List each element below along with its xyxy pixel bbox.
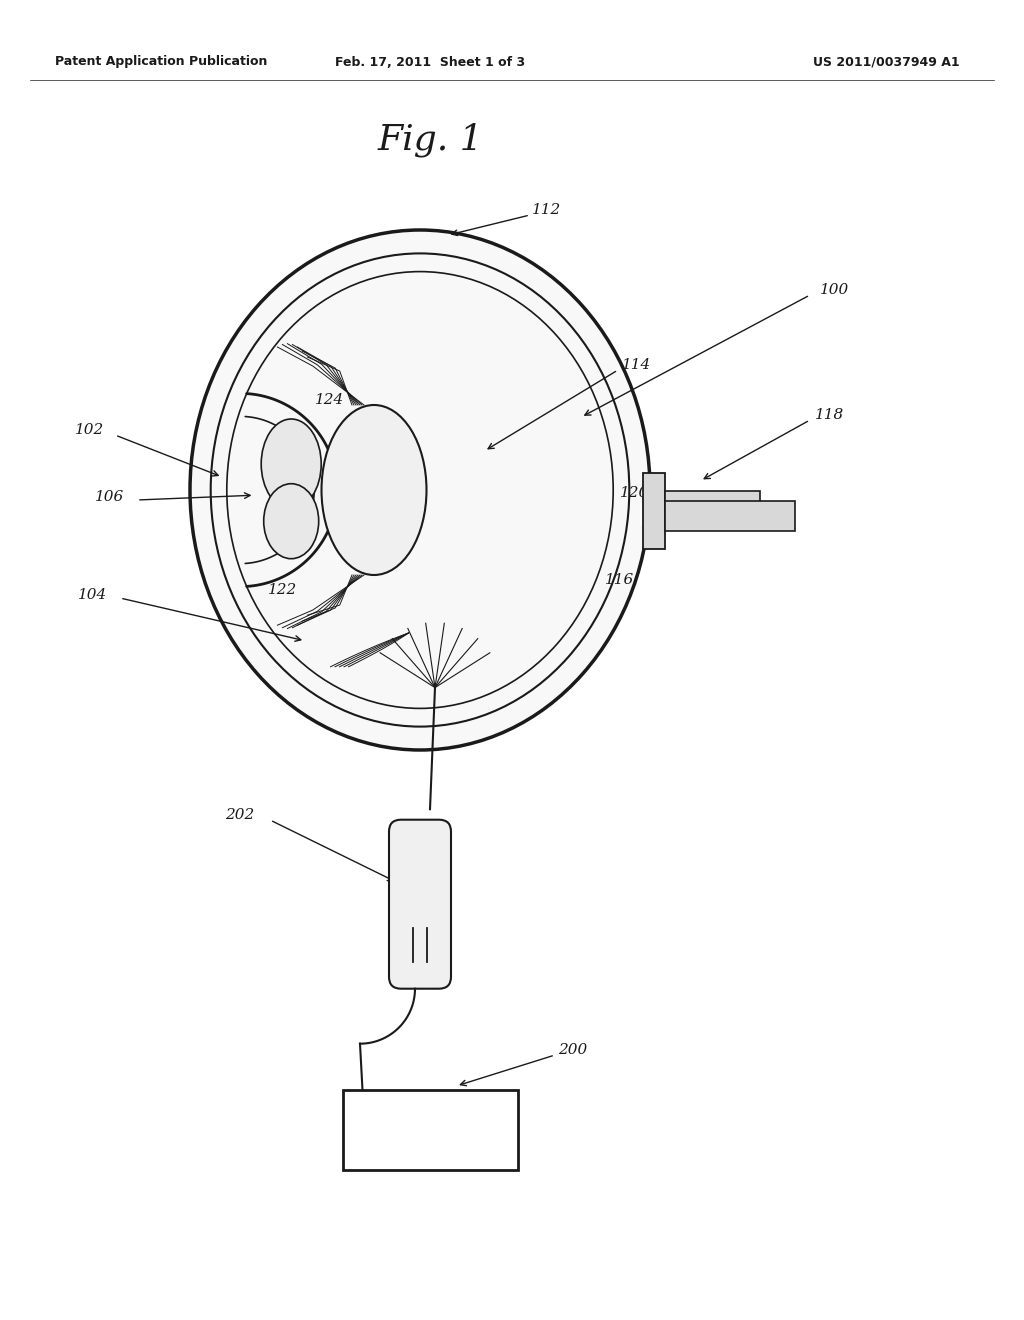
Text: 200: 200 (558, 1043, 587, 1057)
Text: Feb. 17, 2011  Sheet 1 of 3: Feb. 17, 2011 Sheet 1 of 3 (335, 55, 525, 69)
Text: 108: 108 (330, 453, 359, 467)
Text: 124: 124 (315, 393, 344, 407)
Ellipse shape (264, 483, 318, 558)
Text: Illuminator: Illuminator (375, 1121, 485, 1139)
Bar (643, 473, 666, 549)
Text: 104: 104 (78, 587, 108, 602)
Bar (666, 491, 761, 508)
Text: 120: 120 (620, 486, 649, 500)
Text: 204: 204 (420, 863, 450, 876)
Text: US 2011/0037949 A1: US 2011/0037949 A1 (813, 55, 961, 69)
Text: 118: 118 (815, 408, 844, 422)
Text: Patent Application Publication: Patent Application Publication (55, 55, 267, 69)
Text: 106: 106 (95, 490, 124, 504)
Bar (666, 500, 796, 531)
Bar (342, 1090, 517, 1170)
Text: 122: 122 (268, 583, 297, 597)
Text: 114: 114 (622, 358, 651, 372)
Text: 100: 100 (820, 282, 849, 297)
Ellipse shape (322, 405, 427, 576)
FancyBboxPatch shape (389, 820, 451, 989)
Text: 116: 116 (605, 573, 634, 587)
Text: 202: 202 (225, 808, 254, 822)
Ellipse shape (261, 418, 322, 510)
Text: 110: 110 (345, 492, 374, 507)
Bar (413, 925, 427, 965)
Text: 102: 102 (75, 422, 104, 437)
Text: Fig. 1: Fig. 1 (377, 123, 483, 157)
Ellipse shape (190, 230, 650, 750)
Bar (640, 496, 671, 525)
Text: 112: 112 (532, 203, 561, 216)
